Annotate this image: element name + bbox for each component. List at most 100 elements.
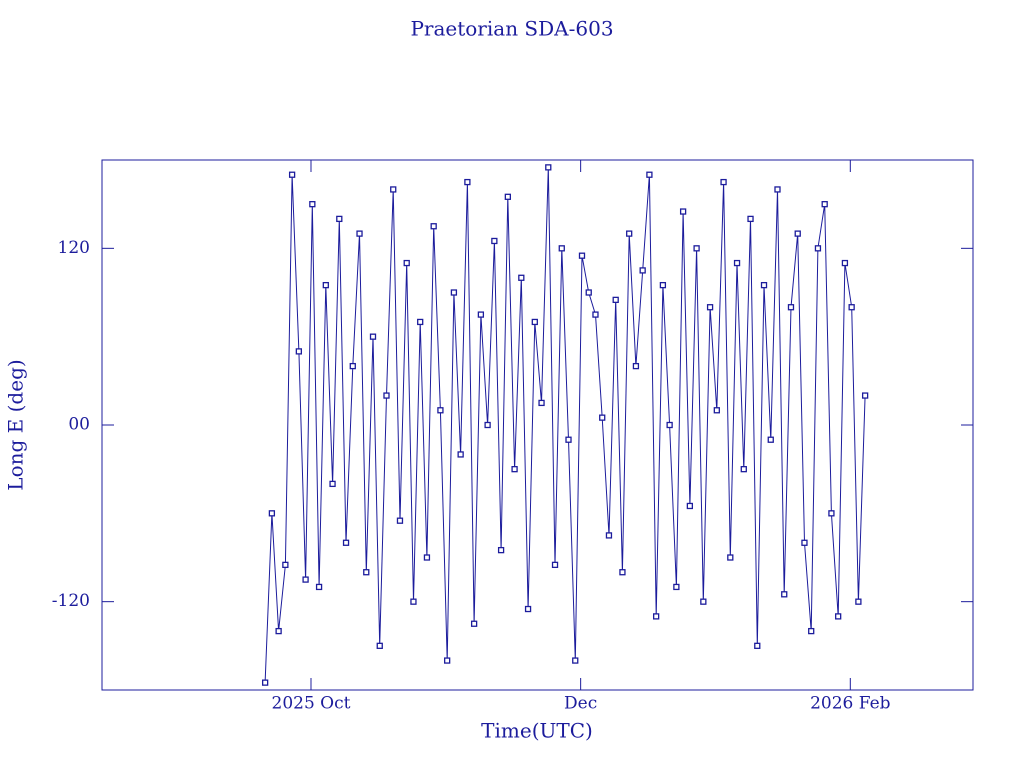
data-point (646, 171, 653, 178)
x-tick-label: 2025 Oct (272, 694, 351, 714)
data-point (565, 436, 572, 443)
data-point (477, 311, 485, 318)
data-point (605, 532, 613, 539)
data-point (390, 186, 397, 193)
data-point (841, 259, 849, 267)
data-point (781, 591, 788, 598)
data-point (754, 642, 761, 649)
data-point (558, 245, 565, 252)
data-point (315, 583, 323, 591)
data-point (511, 466, 518, 473)
data-point (639, 267, 646, 274)
data-point (774, 186, 781, 193)
data-point (437, 407, 444, 414)
data-line (264, 167, 866, 683)
data-point (491, 237, 498, 245)
data-point (727, 554, 734, 561)
data-point (403, 259, 410, 267)
data-point (612, 296, 619, 304)
data-point (410, 598, 417, 605)
data-point (457, 451, 464, 458)
data-point (821, 201, 828, 208)
data-point (760, 281, 768, 289)
data-point (268, 510, 276, 517)
data-point (423, 554, 431, 561)
data-point (470, 620, 478, 627)
data-point (713, 407, 720, 414)
y-tick-label: 120 (58, 238, 90, 258)
x-tick-label: 2026 Feb (810, 694, 891, 714)
data-point (673, 583, 680, 591)
data-point (720, 178, 727, 186)
data-point (356, 230, 363, 237)
data-point (572, 657, 579, 664)
data-point (444, 657, 451, 664)
data-point (497, 546, 505, 554)
data-point (551, 561, 559, 569)
data-point (666, 421, 673, 429)
data-point (302, 576, 309, 583)
data-point (626, 230, 633, 237)
data-point (396, 517, 404, 524)
data-point (349, 362, 356, 370)
data-point (518, 274, 525, 281)
data-point (747, 215, 754, 223)
data-point (861, 392, 869, 399)
data-point (450, 289, 458, 296)
plot-frame (101, 159, 974, 691)
data-point (295, 348, 303, 355)
data-point (585, 289, 592, 296)
data-point (322, 281, 329, 289)
data-point (484, 421, 491, 429)
data-point (619, 569, 626, 576)
data-point (275, 627, 282, 635)
data-point (282, 561, 289, 569)
data-point (659, 281, 667, 289)
data-point (632, 362, 640, 370)
data-point (309, 201, 316, 208)
data-point (794, 230, 801, 237)
data-point (288, 171, 296, 178)
data-point (417, 318, 424, 326)
data-point (828, 510, 835, 517)
data-point (578, 252, 586, 259)
data-point (538, 399, 545, 407)
data-point (679, 208, 687, 215)
y-tick-label: -120 (52, 591, 90, 611)
x-axis-label: Time(UTC) (481, 719, 593, 743)
data-point (787, 304, 795, 311)
data-point (693, 245, 700, 252)
data-point (430, 223, 437, 230)
data-point (700, 598, 707, 605)
data-point (369, 333, 377, 340)
data-point (504, 193, 511, 200)
data-point (464, 178, 471, 186)
data-point (801, 539, 808, 546)
data-point (261, 679, 269, 686)
data-point (740, 466, 747, 473)
data-point (733, 259, 741, 267)
data-point (814, 245, 822, 252)
data-point (376, 642, 383, 649)
data-point (342, 539, 350, 546)
data-point (767, 436, 774, 443)
data-point (835, 613, 842, 620)
data-point (531, 318, 538, 326)
data-point (545, 164, 552, 171)
data-point (592, 311, 599, 318)
data-point (524, 605, 532, 613)
data-point (329, 480, 336, 488)
x-tick-label: Dec (564, 694, 597, 714)
data-point (706, 304, 714, 311)
data-point (848, 304, 855, 311)
data-point (363, 569, 370, 576)
data-point (855, 598, 862, 605)
data-point (383, 392, 390, 399)
y-axis-label: Long E (deg) (4, 359, 28, 490)
y-tick-label: 00 (68, 415, 90, 435)
data-point (336, 215, 343, 223)
plot-area (261, 164, 869, 686)
chart-title: Praetorian SDA-603 (410, 17, 613, 41)
data-point (686, 502, 694, 510)
data-point (653, 613, 660, 620)
